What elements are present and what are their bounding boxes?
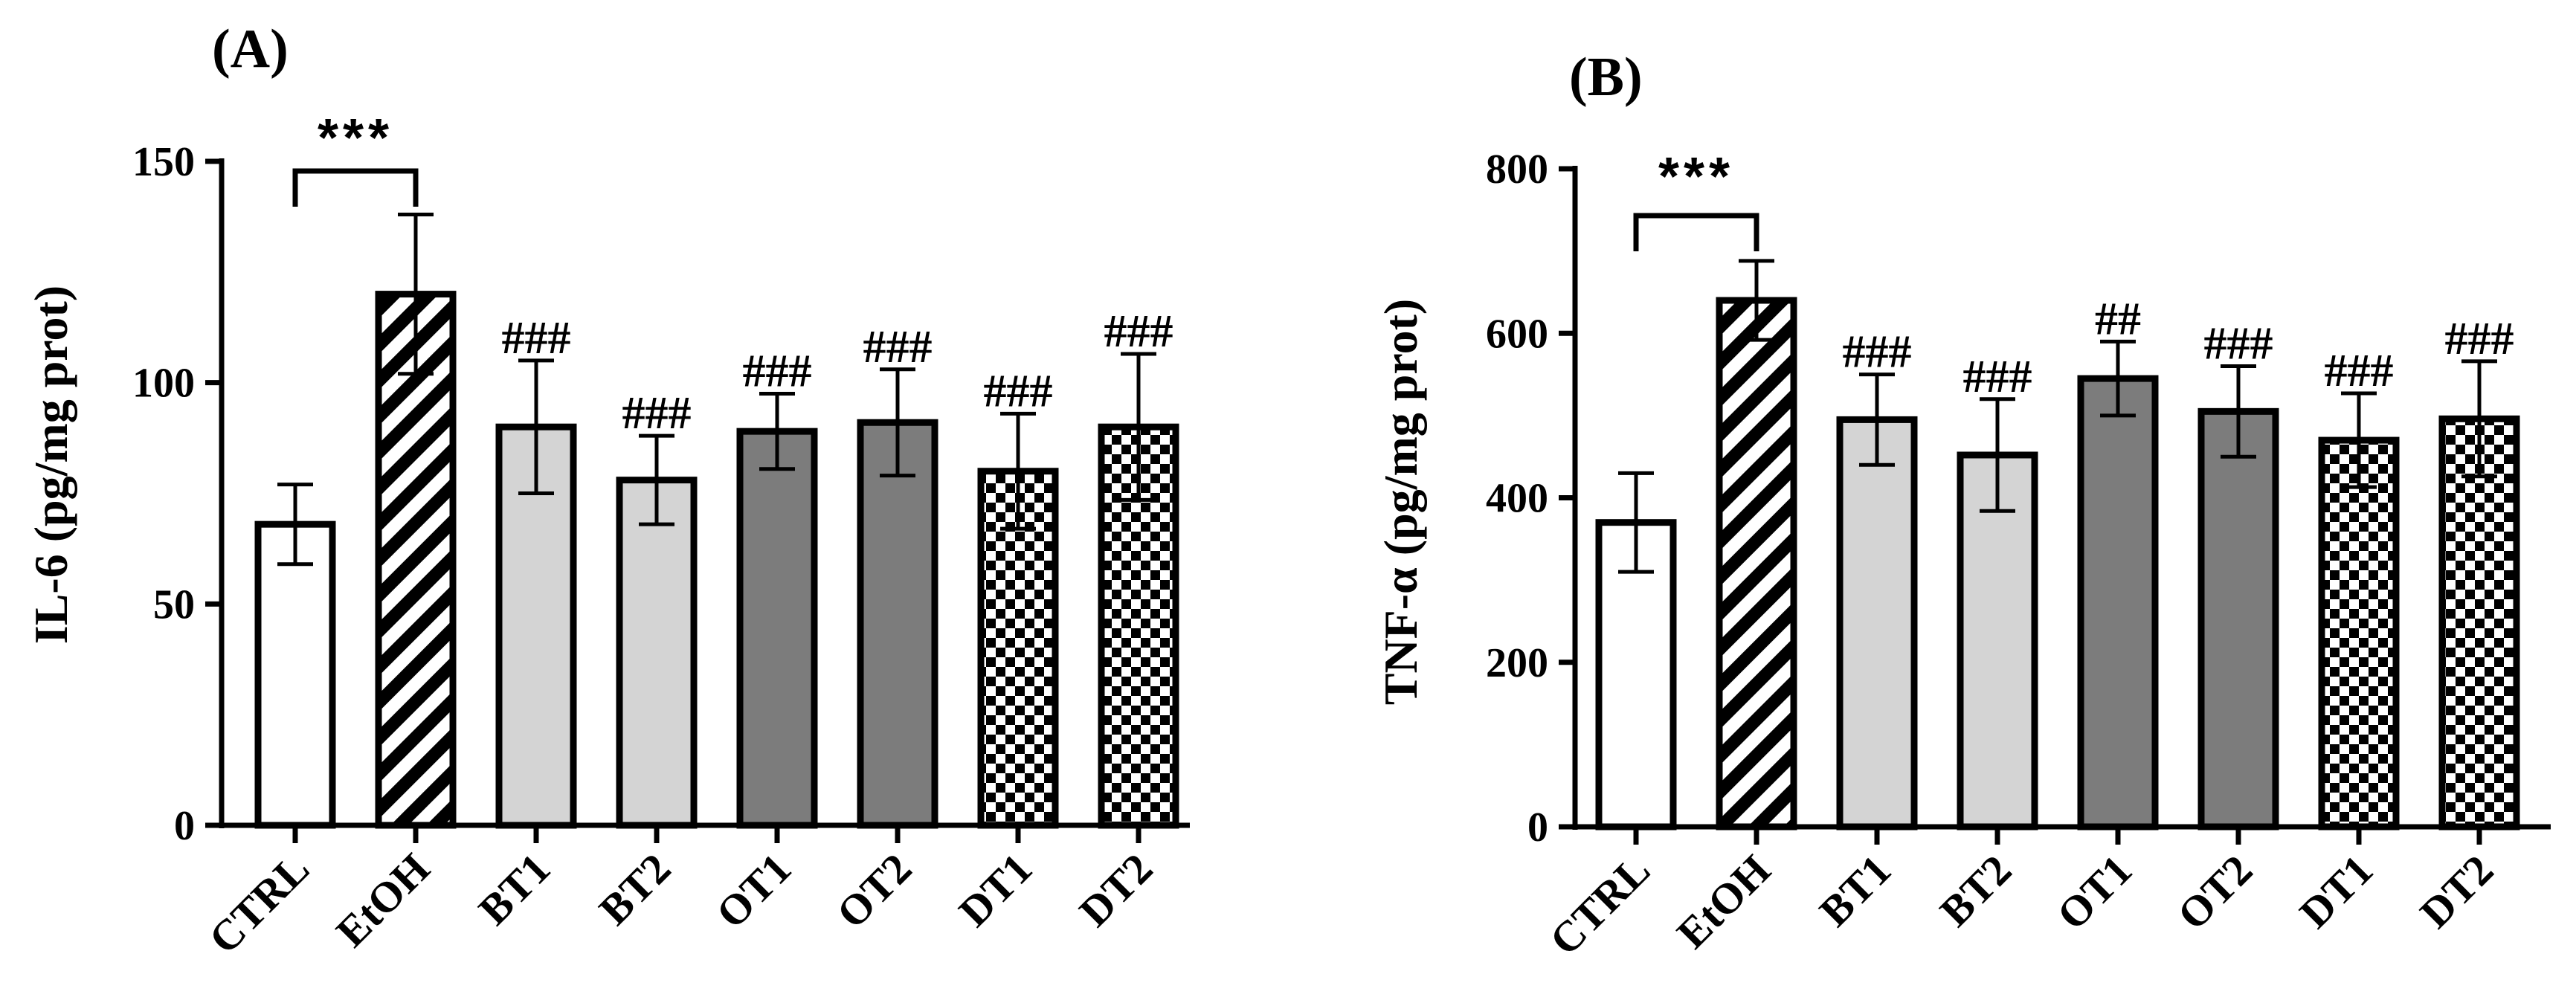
axes-b: [1572, 166, 2551, 830]
significance-bracket: [1633, 213, 1759, 251]
bar: [254, 520, 336, 829]
bars-a: ### ### ### ### ### ### ***: [254, 109, 1179, 829]
significance-hash: ##: [2095, 294, 2141, 344]
category-label: CTRL: [1540, 845, 1659, 964]
bars-b: ### ##### #########***: [1595, 147, 2520, 831]
significance-hash: ###: [1104, 306, 1173, 357]
significance-hash: ###: [2325, 346, 2394, 396]
bar: [2077, 375, 2159, 831]
categories-a: CTRL EtOH BT1 BT2 OT1 OT2 DT1 DT2: [199, 825, 1162, 963]
y-tick-label: 0: [1527, 804, 1548, 851]
significance-stars: ***: [318, 109, 393, 168]
y-tick-label: 50: [153, 581, 195, 628]
y-ticks-b: 0 200 400 600 800: [1486, 146, 1575, 851]
significance-hash: ###: [863, 322, 933, 373]
y-tick-label: 200: [1486, 640, 1548, 686]
category-label: OT2: [2168, 845, 2261, 939]
bar: [1836, 416, 1918, 831]
axes-a: [219, 158, 1190, 828]
y-tick-label: 400: [1486, 476, 1548, 522]
y-tick-label: 0: [174, 803, 195, 849]
category-label: OT2: [827, 844, 921, 938]
significance-hash: ###: [1963, 352, 2032, 402]
significance-hash: ###: [2445, 314, 2514, 364]
category-label: BT1: [469, 844, 559, 934]
bar: [616, 477, 698, 829]
y-tick-label: 150: [132, 139, 195, 185]
y-tick-label: 100: [132, 361, 195, 407]
bar: [2318, 436, 2400, 831]
significance-hash: ###: [984, 366, 1053, 416]
category-label: BT2: [590, 844, 680, 934]
y-axis-label-a: IL-6 (pg/mg prot): [25, 286, 77, 644]
significance-hash: ###: [1843, 327, 1912, 378]
panel-label-a: (A): [212, 19, 289, 80]
significance-bracket: [292, 168, 419, 207]
category-label: DT2: [1070, 844, 1162, 935]
category-label: OT1: [2047, 845, 2141, 939]
significance-hash: ###: [743, 346, 812, 397]
bar: [857, 419, 938, 829]
category-label: BT1: [1810, 845, 1900, 935]
category-label: DT1: [950, 844, 1041, 935]
y-axis-label-b: TNF-α (pg/mg prot): [1374, 299, 1427, 706]
y-tick-label: 800: [1486, 146, 1548, 193]
category-label: CTRL: [199, 844, 318, 963]
significance-hash: ###: [622, 388, 692, 439]
panel-label-b: (B): [1569, 47, 1643, 108]
y-ticks-a: 0 50 100 150: [132, 139, 222, 849]
bar: [1716, 297, 1797, 831]
category-label: DT1: [2290, 845, 2382, 937]
bar: [2438, 415, 2520, 831]
category-label: EtOH: [326, 844, 439, 956]
significance-stars: ***: [1658, 147, 1734, 207]
bar: [2197, 407, 2279, 831]
significance-hash: ###: [502, 313, 571, 364]
bar: [736, 428, 818, 829]
categories-b: CTRL EtOH BT1 BT2 OT1 OT2 DT1 DT2: [1540, 827, 2502, 964]
category-label: OT1: [706, 844, 800, 938]
category-label: EtOH: [1667, 845, 1780, 958]
category-label: DT2: [2411, 845, 2502, 937]
y-tick-label: 600: [1486, 311, 1548, 357]
significance-hash: ###: [2204, 319, 2273, 370]
category-label: BT2: [1931, 845, 2020, 935]
